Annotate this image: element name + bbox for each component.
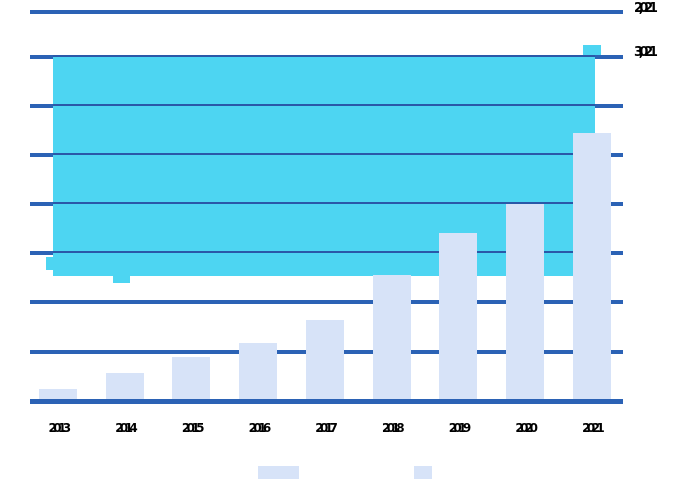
cyan-band-gridline-overlay [53,202,595,204]
right-axis-label-second: 3,021 [634,45,658,60]
bar-2018 [372,275,411,399]
x-axis-label-2021: 2021 [582,421,605,435]
bar-2020 [505,203,544,399]
bar-2015 [172,357,211,399]
band-left-protrusion [45,257,53,270]
gridline [30,300,623,304]
bar-2019 [439,232,478,399]
band-below-tick-2014 [112,276,130,283]
gridline [30,10,623,14]
cyan-band-gridline-overlay [53,55,595,57]
x-axis-label-2019: 2019 [448,421,472,435]
band-top-tick-2021 [582,45,601,55]
legend-swatch-1[interactable] [258,466,299,479]
bar-2016 [239,342,278,399]
cyan-band [53,54,595,277]
bar-2021 [572,132,611,399]
cyan-band-gridline-overlay [53,153,595,155]
legend-swatch-2[interactable] [414,466,432,479]
x-axis-label-2014: 2014 [115,421,138,435]
right-axis-label-top: 2,021 [634,1,658,16]
x-axis-label-2013: 2013 [48,421,72,435]
x-axis-label-2018: 2018 [382,421,405,435]
x-axis-label-2020: 2020 [515,421,538,435]
cyan-band-gridline-overlay [53,251,595,253]
x-axis-line [30,399,623,404]
bar-2013 [39,389,77,399]
cyan-band-gridline-overlay [53,104,595,106]
bar-2017 [305,320,344,399]
x-axis-label-2017: 2017 [315,421,338,435]
x-axis-label-2015: 2015 [181,421,205,435]
bar-2014 [105,372,144,399]
x-axis-label-2016: 2016 [248,421,272,435]
